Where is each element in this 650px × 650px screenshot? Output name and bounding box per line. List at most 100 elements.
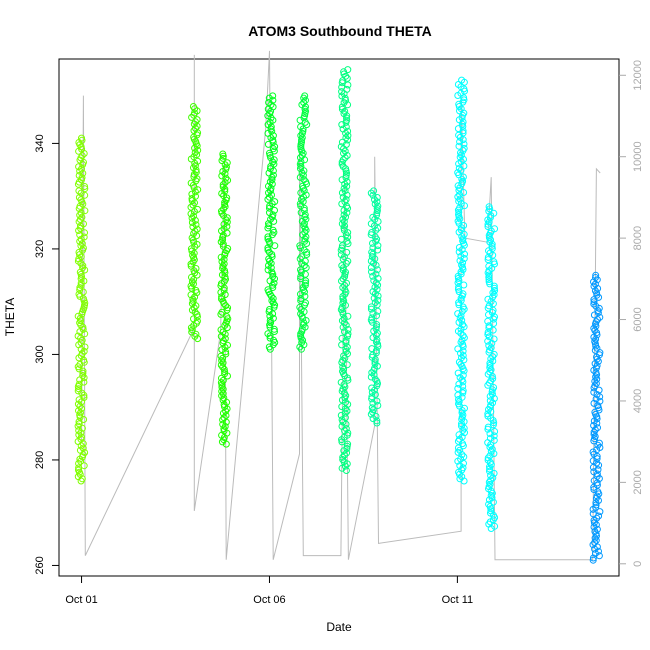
data-point bbox=[191, 188, 199, 196]
data-point bbox=[589, 541, 597, 549]
data-point bbox=[484, 317, 492, 325]
data-point bbox=[457, 338, 465, 346]
data-point bbox=[459, 426, 467, 434]
data-point bbox=[224, 372, 231, 380]
data-point bbox=[219, 390, 227, 398]
data-point bbox=[193, 225, 201, 233]
data-point bbox=[485, 406, 492, 413]
data-point bbox=[341, 319, 348, 327]
data-point bbox=[374, 218, 382, 225]
point-series-1 bbox=[74, 134, 89, 485]
data-point bbox=[264, 195, 272, 203]
data-point bbox=[297, 244, 304, 252]
data-point bbox=[77, 429, 85, 437]
data-point bbox=[342, 118, 350, 126]
data-point bbox=[459, 266, 467, 274]
data-point bbox=[484, 337, 492, 345]
data-point bbox=[593, 470, 601, 478]
data-point bbox=[367, 257, 375, 265]
data-point bbox=[80, 374, 88, 382]
data-point bbox=[344, 233, 352, 241]
data-point bbox=[297, 290, 304, 298]
data-point bbox=[297, 273, 305, 280]
data-point bbox=[302, 215, 310, 223]
data-point bbox=[266, 193, 273, 201]
y2-tick-label: 12000 bbox=[632, 60, 644, 91]
data-point bbox=[297, 143, 305, 151]
data-point bbox=[219, 416, 227, 424]
data-point bbox=[298, 339, 306, 346]
y2-tick-label: 4000 bbox=[632, 389, 644, 413]
data-point bbox=[458, 354, 465, 362]
data-point bbox=[76, 413, 84, 421]
data-point bbox=[486, 392, 494, 400]
data-point bbox=[338, 464, 346, 472]
data-point bbox=[591, 550, 599, 557]
data-point bbox=[374, 292, 382, 300]
data-point bbox=[489, 300, 497, 308]
data-point bbox=[223, 324, 231, 332]
data-point bbox=[75, 427, 83, 434]
data-point bbox=[188, 284, 196, 292]
data-point bbox=[342, 134, 350, 142]
data-point bbox=[80, 358, 88, 366]
data-point bbox=[299, 321, 307, 329]
data-point bbox=[459, 98, 467, 106]
data-point bbox=[487, 505, 495, 513]
data-point bbox=[486, 397, 494, 405]
data-point bbox=[79, 169, 87, 177]
data-point bbox=[487, 525, 495, 532]
data-point bbox=[187, 260, 195, 268]
data-point bbox=[268, 176, 276, 184]
data-point bbox=[368, 369, 376, 377]
data-point bbox=[266, 178, 274, 186]
data-point bbox=[593, 276, 601, 284]
data-point bbox=[490, 284, 498, 292]
data-point bbox=[194, 335, 202, 343]
data-point bbox=[338, 158, 346, 166]
data-point bbox=[372, 349, 380, 357]
data-point bbox=[219, 240, 227, 248]
point-series-group bbox=[74, 66, 604, 564]
data-point bbox=[218, 392, 226, 400]
data-point bbox=[338, 387, 346, 395]
data-point bbox=[267, 292, 275, 300]
data-point bbox=[302, 277, 310, 285]
y-tick-label: 260 bbox=[34, 556, 46, 574]
y2-tick-label: 0 bbox=[632, 561, 644, 567]
data-point bbox=[76, 211, 84, 219]
data-point bbox=[217, 310, 225, 318]
data-point bbox=[78, 165, 85, 173]
data-point bbox=[484, 223, 492, 231]
data-point bbox=[220, 205, 228, 213]
data-point bbox=[79, 288, 87, 296]
data-point bbox=[371, 196, 378, 204]
data-point bbox=[369, 310, 377, 317]
data-point bbox=[75, 227, 83, 234]
data-point bbox=[455, 301, 463, 309]
data-point bbox=[592, 536, 600, 544]
data-point bbox=[191, 308, 199, 316]
data-point bbox=[343, 152, 351, 159]
data-point bbox=[590, 300, 598, 308]
data-point bbox=[264, 105, 272, 113]
data-point bbox=[486, 465, 494, 473]
data-point bbox=[337, 411, 345, 419]
data-point bbox=[367, 189, 375, 197]
data-point bbox=[459, 127, 467, 135]
data-point bbox=[218, 381, 226, 389]
y-tick-label: 320 bbox=[34, 240, 46, 258]
data-point bbox=[593, 479, 601, 487]
data-point bbox=[268, 127, 276, 135]
point-series-6 bbox=[337, 66, 352, 474]
data-point bbox=[219, 183, 227, 191]
data-point bbox=[341, 394, 349, 402]
plot-frame bbox=[58, 58, 620, 577]
data-point bbox=[589, 554, 597, 562]
data-point bbox=[490, 395, 498, 402]
data-point bbox=[592, 395, 600, 403]
data-point bbox=[222, 302, 230, 310]
data-point bbox=[374, 275, 382, 282]
data-point bbox=[484, 253, 492, 261]
data-point bbox=[459, 352, 467, 359]
